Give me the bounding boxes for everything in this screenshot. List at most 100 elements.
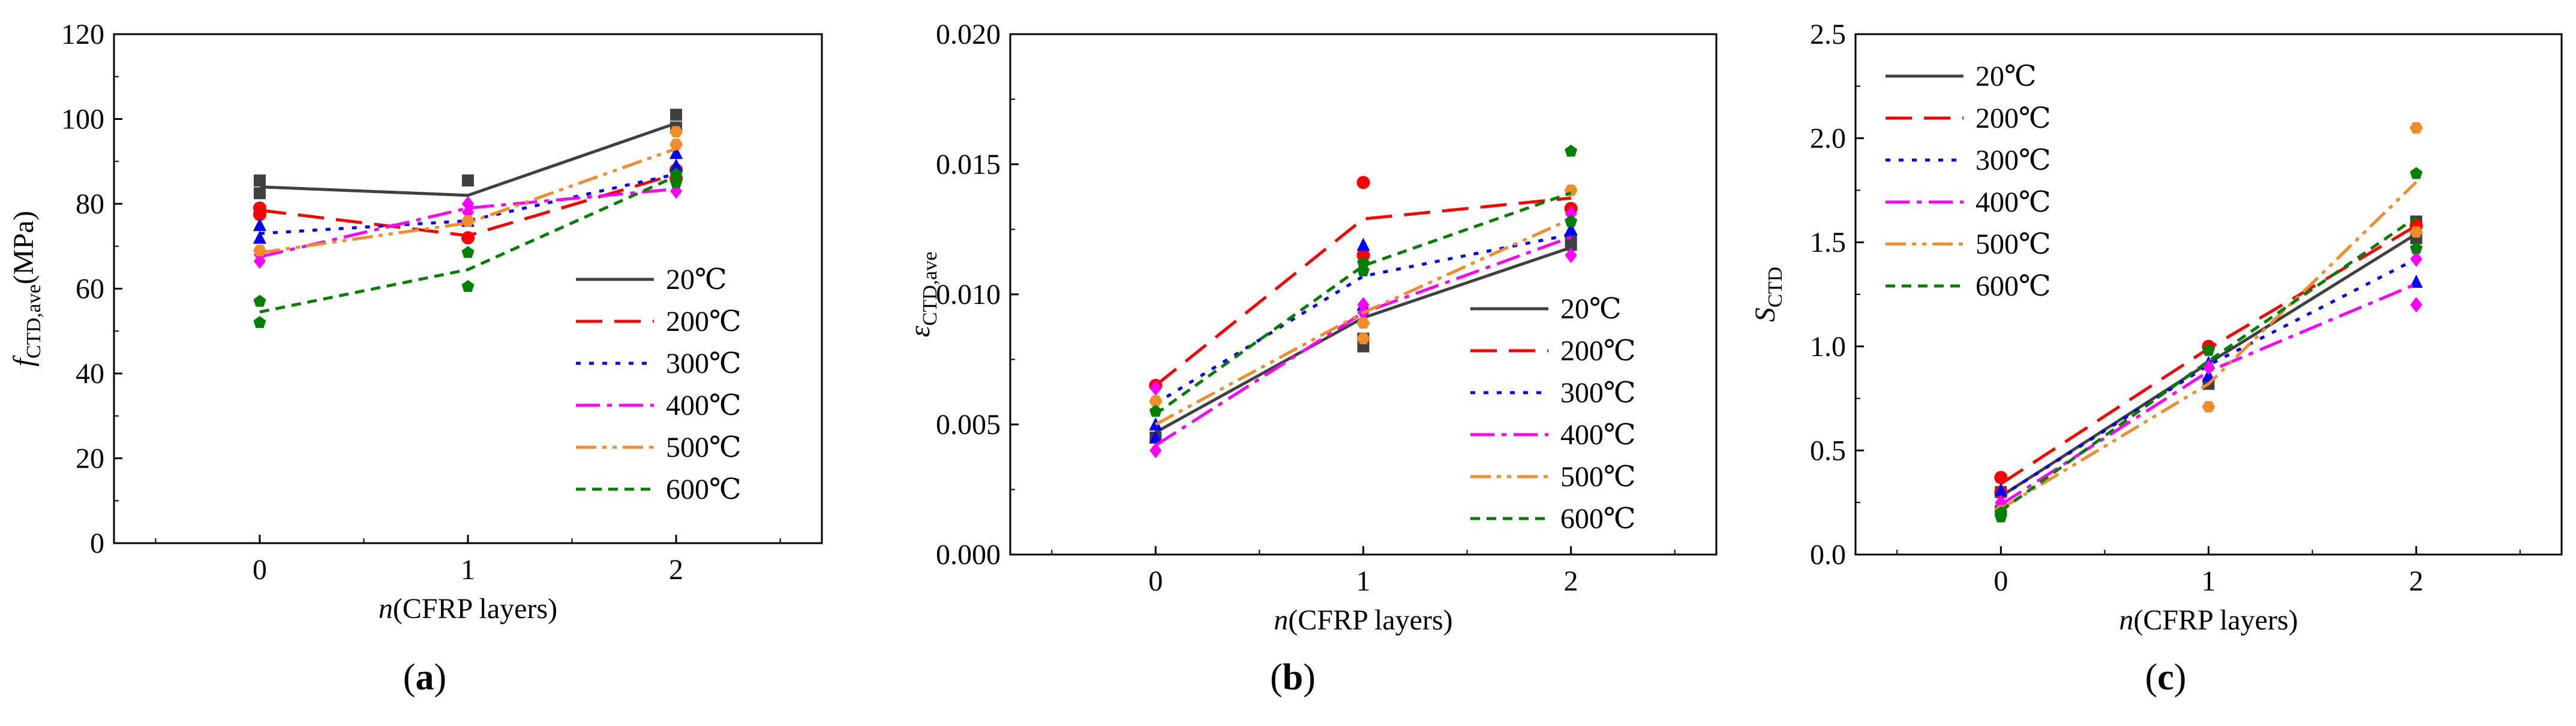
series-300C [1994, 257, 2423, 498]
y-tick-label: 1.0 [1810, 331, 1846, 363]
chart-panel-1: 0 20 40 60 80 100 120 0 1 2 n(CFRP layers) fCTD,ave… [8, 19, 823, 698]
data-point [1149, 380, 1162, 396]
legend-label: 20℃ [1560, 293, 1622, 325]
y-tick-label: 0 [90, 528, 104, 559]
data-point [2202, 400, 2215, 413]
data-point [461, 279, 475, 292]
data-point [1564, 222, 1578, 236]
data-point [2410, 251, 2422, 267]
panel-label: (a) [403, 657, 446, 698]
panel-label-paren: ( [1270, 657, 1283, 698]
y-axis-title-var: S [1749, 308, 1781, 322]
data-point [1356, 317, 1370, 329]
data-point [1565, 239, 1577, 251]
data-point [462, 196, 474, 212]
series-20C [253, 109, 683, 200]
data-point [1356, 248, 1370, 262]
x-axis-title-unit: (CFRP layers) [393, 593, 557, 625]
data-point [1357, 297, 1370, 313]
data-point [253, 245, 266, 257]
data-point [1356, 333, 1370, 345]
panel-label-paren: ) [434, 657, 447, 698]
data-point [462, 174, 474, 187]
x-axis-title-var: n [2119, 604, 2133, 636]
legend-label: 200℃ [666, 306, 741, 338]
data-point [669, 126, 683, 138]
series-600C [1149, 144, 1578, 417]
series-200C [1149, 176, 1578, 392]
data-point [2410, 297, 2422, 313]
data-point [1149, 395, 1163, 407]
panel-label: (b) [1270, 657, 1316, 698]
series-line [1999, 216, 2418, 513]
y-tick-label: 0.015 [936, 149, 1001, 180]
x-tick-label: 2 [1564, 565, 1578, 597]
y-tick-label: 0.5 [1810, 435, 1846, 466]
y-tick-label: 100 [61, 104, 104, 135]
data-point [669, 138, 683, 150]
series-line [1999, 257, 2417, 498]
data-point [1356, 237, 1370, 251]
series-500C [1994, 122, 2423, 517]
data-point [1565, 215, 1578, 227]
panel-label-paren: ) [1303, 657, 1316, 698]
panel-label-letter: c [2157, 657, 2174, 698]
data-point [1994, 471, 2008, 484]
y-tick-label: 0.020 [936, 19, 1001, 50]
data-point [2410, 242, 2423, 254]
data-point [461, 246, 475, 258]
legend-label: 600℃ [1975, 270, 2051, 302]
series-line [1154, 196, 1571, 387]
chart-panel-2: 0.000 0.005 0.010 0.015 0.020 0 1 2 n(CFRP layer… [904, 19, 1718, 698]
x-tick-label: 1 [461, 554, 475, 586]
plot-frame [1854, 33, 2563, 556]
series-line [1999, 282, 2417, 506]
data-point [669, 158, 683, 172]
series-400C [1149, 206, 1577, 459]
data-point [1357, 256, 1370, 269]
data-point [669, 176, 683, 188]
panel-label-paren: ( [403, 657, 416, 698]
series-600C [253, 167, 683, 328]
x-tick-label: 0 [1993, 565, 2008, 597]
series-500C [1149, 184, 1578, 426]
legend-label: 200℃ [1560, 335, 1636, 367]
y-axis-title-sub: CTD,ave [23, 284, 45, 359]
data-point [2409, 122, 2423, 134]
data-point [1565, 247, 1577, 263]
y-axis-title: fCTD,ave(MPa) [8, 211, 45, 367]
legend-label: 20℃ [1975, 61, 2037, 92]
legend: 20℃ 200℃ 300℃ 400℃ 500℃ 600℃ [1886, 61, 2051, 302]
series-line [1154, 236, 1572, 447]
chart-panel-3: 0.0 0.5 1.0 1.5 2.0 2.5 0 1 2 n(CFRP layers) SCTD 2… [1749, 19, 2563, 698]
panel-label: (c) [2145, 657, 2187, 698]
y-tick-label: 2.0 [1810, 123, 1846, 155]
x-axis-title-var: n [1274, 604, 1288, 636]
y-tick-label: 2.5 [1810, 19, 1846, 50]
series-600C [1994, 167, 2423, 523]
y-tick-label: 20 [76, 443, 104, 475]
y-tick-label: 1.5 [1810, 227, 1846, 258]
y-axis-title-unit: (MPa) [8, 211, 40, 285]
data-point [461, 215, 475, 227]
x-axis-title: n(CFRP layers) [1274, 604, 1452, 636]
series-line [259, 147, 677, 254]
legend-label: 200℃ [1975, 103, 2051, 134]
data-point [253, 253, 266, 269]
x-tick-label: 1 [2202, 565, 2216, 597]
series-line [2000, 180, 2418, 510]
y-axis-title: SCTD [1749, 267, 1787, 322]
legend-label: 400℃ [1560, 419, 1636, 451]
y-axis-title: εCTD,ave [904, 252, 941, 338]
data-point [1149, 405, 1162, 417]
data-point [2409, 226, 2423, 238]
legend: 20℃ 200℃ 300℃ 400℃ 500℃ 600℃ [576, 264, 741, 505]
x-axis-title-unit: (CFRP layers) [1288, 604, 1452, 636]
x-tick-label: 2 [669, 554, 683, 586]
legend-label: 500℃ [1560, 461, 1636, 493]
series-line [1155, 233, 1572, 405]
legend-label: 300℃ [1560, 377, 1636, 409]
data-point [253, 230, 266, 244]
data-point [1994, 506, 2007, 519]
